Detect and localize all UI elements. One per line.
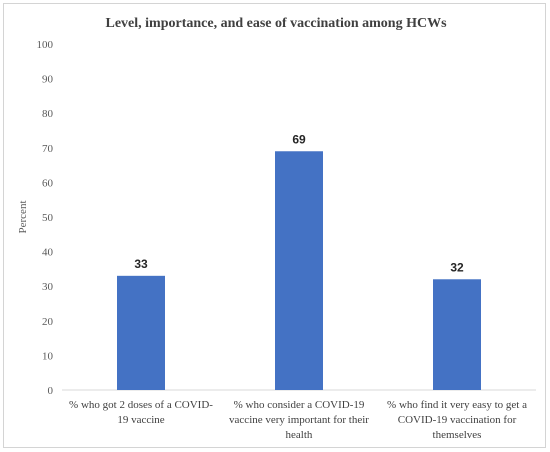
x-category-label-line: themselves (433, 429, 482, 441)
data-labels-group: 33 69 32 (134, 132, 464, 274)
data-label: 33 (134, 257, 148, 271)
x-category-label-line: 19 vaccine (117, 414, 164, 426)
y-tick-label: 90 (42, 74, 54, 86)
data-label: 32 (450, 260, 464, 274)
x-category-label-line: % who got 2 doses of a COVID- (69, 399, 213, 411)
y-axis-label: Percent (17, 201, 29, 234)
chart-title: Level, importance, and ease of vaccinati… (105, 16, 447, 31)
y-axis-ticks: 0 10 20 30 40 50 60 70 80 90 100 (37, 39, 54, 397)
bar (433, 279, 481, 390)
x-category-label-line: vaccine very important for their (229, 414, 369, 426)
x-axis-labels: % who got 2 doses of a COVID- 19 vaccine%… (69, 399, 527, 441)
data-label: 69 (292, 132, 306, 146)
y-tick-label: 30 (42, 281, 54, 293)
x-category-label: % who consider a COVID-19 vaccine very im… (229, 399, 369, 441)
y-tick-label: 50 (42, 212, 54, 224)
bar (275, 151, 323, 390)
y-tick-label: 60 (42, 177, 54, 189)
y-tick-label: 10 (42, 350, 54, 362)
chart-frame: Level, importance, and ease of vaccinati… (3, 3, 546, 448)
y-tick-label: 20 (42, 316, 54, 328)
y-tick-label: 70 (42, 143, 54, 155)
x-category-label: % who got 2 doses of a COVID- 19 vaccine (69, 399, 213, 426)
y-tick-label: 80 (42, 108, 54, 120)
bar (117, 275, 165, 390)
y-tick-label: 100 (37, 39, 54, 51)
x-category-label-line: % who consider a COVID-19 (234, 399, 365, 411)
y-tick-label: 40 (42, 247, 54, 259)
y-tick-label: 0 (48, 385, 54, 397)
x-category-label-line: % who find it very easy to get a (387, 399, 527, 411)
x-category-label-line: COVID-19 vaccination for (398, 414, 517, 426)
x-category-label: % who find it very easy to get a COVID-19… (387, 399, 527, 441)
bar-chart: Level, importance, and ease of vaccinati… (17, 16, 536, 441)
x-category-label-line: health (286, 429, 313, 441)
bars-group (117, 151, 481, 390)
